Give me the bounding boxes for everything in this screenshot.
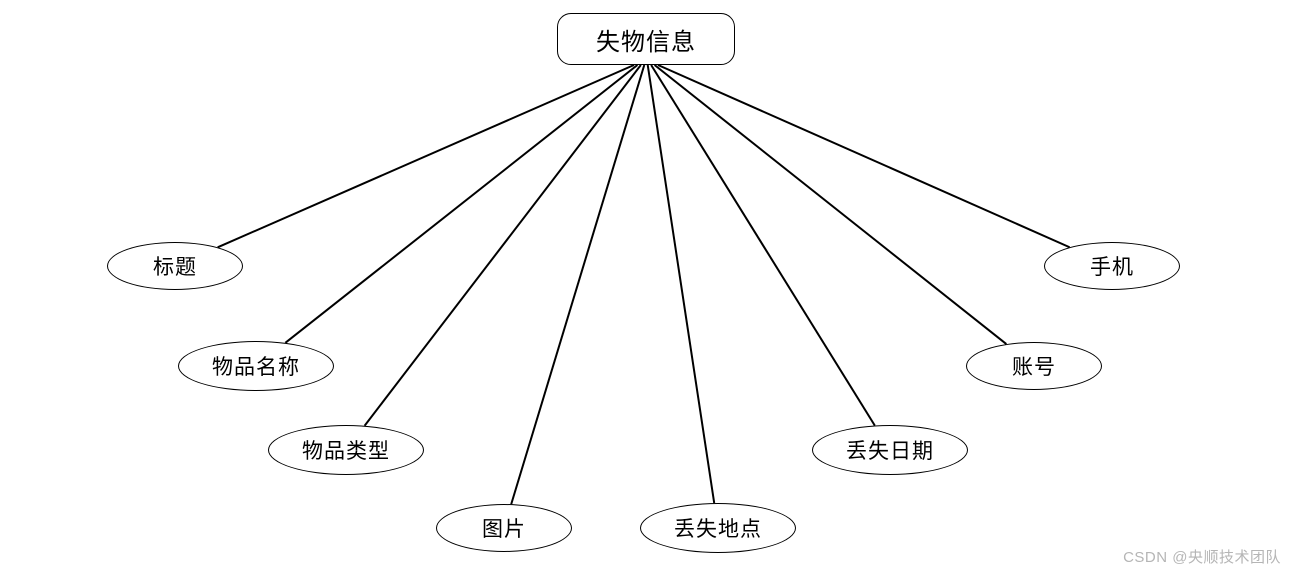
child-node-label: 图片 xyxy=(482,513,526,543)
root-node-label: 失物信息 xyxy=(596,22,696,57)
child-node-label: 账号 xyxy=(1012,351,1056,381)
child-node-label: 手机 xyxy=(1090,251,1134,281)
child-node-label: 物品名称 xyxy=(212,351,300,381)
edge-account xyxy=(655,65,1007,344)
child-node-label: 丢失地点 xyxy=(674,513,762,543)
edge-item_name xyxy=(285,65,637,343)
child-node-item_type: 物品类型 xyxy=(268,425,424,475)
edge-phone xyxy=(658,65,1070,247)
child-node-phone: 手机 xyxy=(1044,242,1180,290)
child-node-account: 账号 xyxy=(966,342,1102,390)
edge-lost_place xyxy=(648,65,714,503)
child-node-item_name: 物品名称 xyxy=(178,341,334,391)
child-node-label: 物品类型 xyxy=(302,435,390,465)
edge-lost_date xyxy=(651,65,875,425)
child-node-lost_place: 丢失地点 xyxy=(640,503,796,553)
edge-item_type xyxy=(365,65,641,426)
child-node-title: 标题 xyxy=(107,242,243,290)
edge-picture xyxy=(511,65,644,504)
child-node-picture: 图片 xyxy=(436,504,572,552)
edge-title xyxy=(218,65,634,247)
root-node: 失物信息 xyxy=(557,13,735,65)
child-node-label: 丢失日期 xyxy=(846,435,934,465)
child-node-label: 标题 xyxy=(153,251,197,281)
watermark-text: CSDN @央顺技术团队 xyxy=(1123,546,1281,567)
child-node-lost_date: 丢失日期 xyxy=(812,425,968,475)
